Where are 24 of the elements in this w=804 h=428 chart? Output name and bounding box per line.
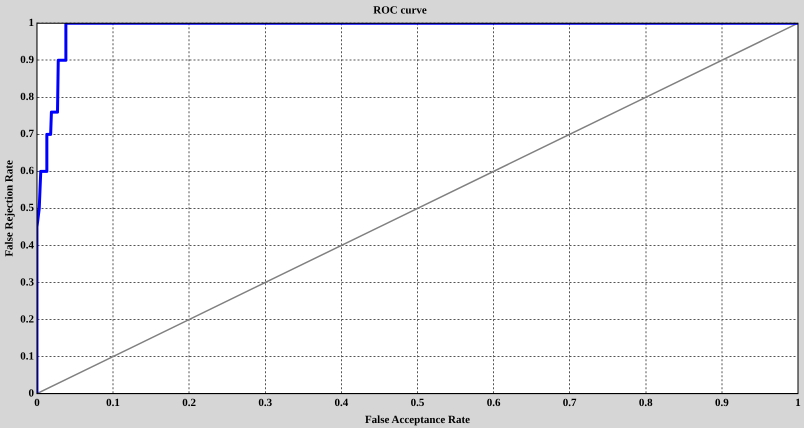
- y-tick-label: 0.7: [20, 128, 34, 140]
- y-tick-label: 0.2: [20, 313, 34, 326]
- x-tick-label: 0.9: [715, 397, 730, 410]
- y-tick-label: 0.8: [20, 91, 34, 104]
- x-tick-label: 0.4: [334, 397, 349, 410]
- x-axis-title: False Acceptance Rate: [364, 414, 470, 426]
- x-tick-label: 0.6: [486, 397, 501, 410]
- y-tick-label: 0.4: [20, 239, 34, 252]
- y-tick-label: 0.6: [20, 165, 34, 178]
- y-tick-label: 0.9: [20, 54, 34, 66]
- x-tick-label: 0.1: [106, 397, 120, 410]
- y-tick-label: 0: [28, 387, 34, 400]
- y-axis-title: False Rejection Rate: [3, 160, 16, 257]
- x-tick-label: 0.7: [562, 397, 578, 410]
- y-tick-label: 0.3: [20, 276, 34, 288]
- y-tick-label: 0.5: [20, 202, 34, 214]
- x-tick-label: 0.3: [258, 397, 273, 410]
- x-tick-label: 0.8: [638, 397, 654, 410]
- chart-title: ROC curve: [373, 4, 427, 16]
- y-tick-label: 1: [28, 17, 34, 30]
- x-tick-label: 0.5: [410, 397, 425, 410]
- x-tick-label: 1: [795, 397, 801, 410]
- y-tick-label: 0.1: [20, 350, 34, 362]
- x-tick-label: 0.2: [182, 397, 197, 410]
